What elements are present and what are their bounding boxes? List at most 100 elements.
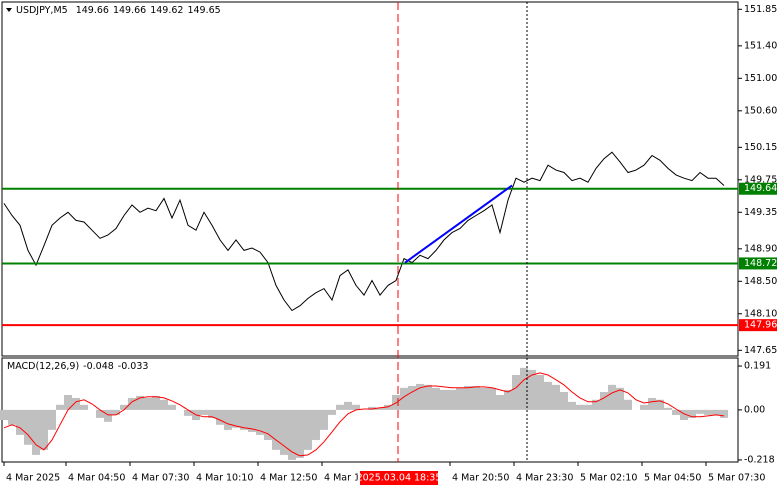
histogram-bar [584, 404, 592, 410]
y-tick-label: 147.65 [744, 345, 777, 356]
x-tick-label: 4 Mar 15:30 [324, 473, 381, 484]
signal-line [3, 372, 725, 457]
histogram-bar [128, 397, 136, 410]
histogram-bar [560, 391, 568, 410]
histogram-bar [488, 387, 496, 410]
histogram-bar [472, 386, 480, 410]
macd-title: MACD(12,26,9) [7, 361, 79, 372]
histogram-bar [256, 409, 264, 435]
x-tick-label: 5 Mar 02:10 [580, 473, 637, 484]
trend-line [404, 184, 513, 264]
low: 149.62 [150, 5, 183, 16]
histogram-bar [648, 397, 656, 410]
level-label-bg [739, 182, 777, 195]
histogram-bar [152, 395, 160, 410]
histogram-bar [608, 384, 616, 410]
histogram-bar [80, 404, 88, 410]
histogram-bar [496, 394, 504, 410]
histogram-bar [416, 383, 424, 410]
histogram-bar [672, 409, 680, 415]
x-tick-label: 5 Mar 04:50 [644, 473, 701, 484]
histogram-bar [432, 387, 440, 410]
histogram-bar [56, 404, 64, 410]
x-tick-label: 4 Mar 04:50 [68, 473, 125, 484]
histogram-bar [184, 409, 192, 416]
histogram-bar [120, 404, 128, 410]
histogram-bar [40, 409, 48, 450]
histogram-bar [216, 409, 224, 425]
y-tick-label: 149.35 [744, 207, 777, 218]
histogram-bar [248, 409, 256, 432]
histogram-bar [72, 397, 80, 410]
histogram-bar [272, 409, 280, 450]
histogram-bar [592, 399, 600, 410]
y-tick-label: 150.60 [744, 105, 777, 116]
histogram-bar [240, 409, 248, 430]
histogram-bar [704, 409, 712, 415]
histogram-bar [448, 389, 456, 410]
x-tick-label: 5 Mar 07:30 [708, 473, 765, 484]
histogram-bar [8, 409, 16, 425]
histogram-bar [344, 401, 352, 410]
price-panel [1, 1, 739, 357]
histogram-bar [576, 404, 584, 410]
y-tick-label: 148.50 [744, 276, 777, 287]
histogram-bar [288, 409, 296, 460]
high: 149.66 [113, 5, 146, 16]
histogram-bar [688, 409, 696, 418]
histogram-bar [456, 387, 464, 410]
histogram-bar [424, 384, 432, 410]
histogram-bar [368, 406, 376, 410]
histogram-bar [136, 395, 144, 410]
histogram-bar [656, 399, 664, 410]
histogram-bar [616, 387, 624, 410]
histogram-bar [264, 409, 272, 440]
histogram-bar [16, 409, 24, 435]
histogram-bar [304, 409, 312, 450]
y-tick-label: 151.40 [744, 40, 777, 51]
histogram-bar [520, 367, 528, 410]
y-tick-label: 148.90 [744, 243, 777, 254]
histogram-bar [328, 409, 336, 415]
signal-value: -0.033 [118, 361, 149, 372]
histogram-bar [712, 409, 720, 415]
x-tick-label: 4 Mar 12:50 [260, 473, 317, 484]
histogram-bar [600, 391, 608, 410]
macd-value: -0.048 [83, 361, 114, 372]
y-tick-label: 151.85 [744, 4, 777, 15]
y-tick-label: 148.10 [744, 308, 777, 319]
y-tick-label: 149.75 [744, 174, 777, 185]
x-tick-label: 4 Mar 10:10 [196, 473, 253, 484]
level-label: 147.96 [744, 320, 777, 331]
histogram-bar [440, 389, 448, 410]
histogram-bar [336, 404, 344, 410]
y-tick-label: 0.191 [744, 361, 771, 372]
histogram-bar [568, 401, 576, 410]
histogram-bar [376, 407, 384, 410]
histogram-bar [208, 409, 216, 418]
x-tick-label: 4 Mar 07:30 [132, 473, 189, 484]
histogram-bar [352, 404, 360, 410]
histogram-bar [232, 409, 240, 428]
open: 149.66 [76, 5, 109, 16]
histogram-bar [160, 399, 168, 410]
histogram-bar [536, 374, 544, 410]
symbol-title: USDJPY,M5 [16, 5, 68, 16]
histogram-bar [112, 409, 120, 415]
crosshair-label: 2025.03.04 18:35 [357, 473, 442, 484]
histogram-bar [312, 409, 320, 440]
level-label: 149.64 [744, 183, 777, 194]
price-line [3, 151, 725, 312]
histogram-bar [32, 409, 40, 455]
histogram-bar [280, 409, 288, 455]
histogram-bar [200, 409, 208, 415]
histogram-bar [0, 409, 8, 420]
crosshair-label-bg [360, 471, 438, 485]
histogram-bar [552, 384, 560, 410]
level-label-bg [739, 319, 777, 332]
histogram-bar [680, 409, 688, 420]
histogram-bar [64, 394, 72, 410]
close: 149.65 [187, 5, 220, 16]
